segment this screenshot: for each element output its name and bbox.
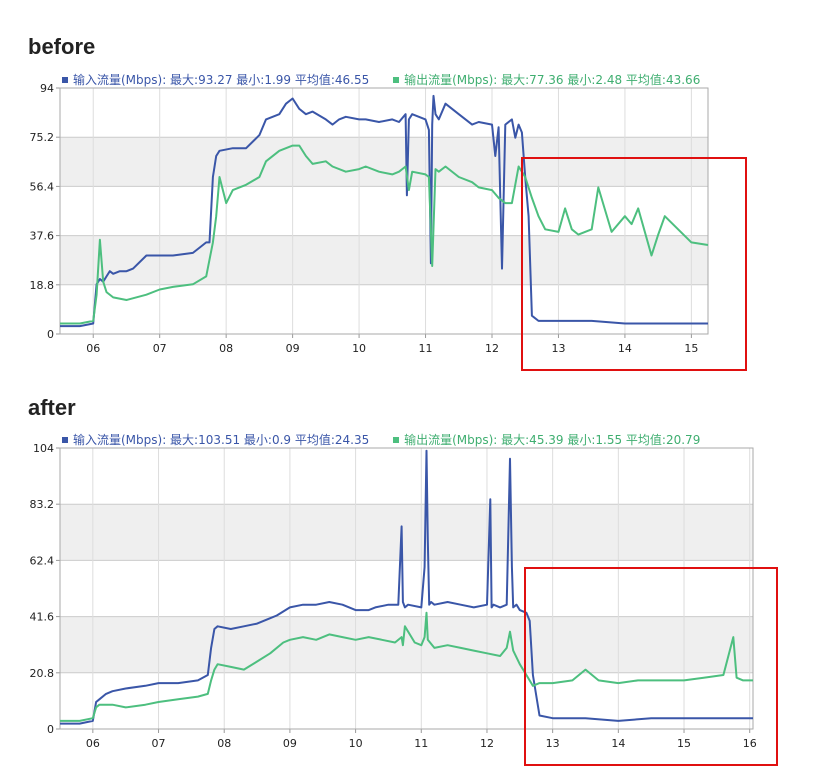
- x-tick-label: 08: [219, 342, 233, 355]
- grid-band: [60, 137, 708, 187]
- x-tick-label: 06: [86, 737, 100, 750]
- legend-swatch-output: [393, 437, 400, 443]
- chart-title-before: before: [28, 34, 96, 59]
- legend-swatch-output: [393, 77, 400, 83]
- x-tick-label: 07: [152, 737, 166, 750]
- y-tick-label: 94: [40, 82, 54, 95]
- x-tick-label: 11: [419, 342, 433, 355]
- series-line-input: [60, 449, 753, 725]
- y-tick-label: 62.4: [30, 554, 55, 567]
- grid-band: [60, 504, 753, 561]
- x-tick-label: 15: [684, 342, 698, 355]
- y-tick-label: 56.4: [30, 180, 55, 193]
- x-tick-label: 08: [217, 737, 231, 750]
- x-tick-label: 09: [286, 342, 300, 355]
- y-tick-label: 20.8: [30, 667, 55, 680]
- series-line-input: [60, 94, 708, 328]
- y-tick-label: 0: [47, 328, 54, 341]
- legend-label-output: 输出流量(Mbps): 最大:45.39 最小:1.55 平均值:20.79: [404, 433, 701, 447]
- y-tick-label: 83.2: [30, 498, 55, 511]
- legend-label-output: 输出流量(Mbps): 最大:77.36 最小:2.48 平均值:43.66: [404, 73, 701, 87]
- y-tick-label: 0: [47, 723, 54, 736]
- x-tick-label: 07: [153, 342, 167, 355]
- y-tick-label: 104: [33, 442, 54, 455]
- legend-before: 输入流量(Mbps): 最大:93.27 最小:1.99 平均值:46.55 输…: [62, 71, 700, 88]
- y-tick-label: 41.6: [30, 611, 55, 624]
- grid-band: [60, 235, 708, 285]
- y-tick-label: 37.6: [30, 230, 55, 243]
- x-tick-label: 13: [551, 342, 565, 355]
- legend-item-input[interactable]: 输入流量(Mbps): 最大:93.27 最小:1.99 平均值:46.55: [62, 73, 373, 87]
- y-tick-label: 18.8: [30, 279, 55, 292]
- x-tick-label: 12: [480, 737, 494, 750]
- legend-after: 输入流量(Mbps): 最大:103.51 最小:0.9 平均值:24.35 输…: [62, 431, 700, 448]
- grid-band: [60, 616, 753, 673]
- legend-swatch-input: [62, 77, 68, 83]
- x-tick-label: 12: [485, 342, 499, 355]
- x-tick-label: 11: [414, 737, 428, 750]
- highlight-box: [521, 157, 747, 371]
- legend-label-input: 输入流量(Mbps): 最大:103.51 最小:0.9 平均值:24.35: [73, 433, 370, 447]
- x-tick-label: 06: [86, 342, 100, 355]
- legend-item-output[interactable]: 输出流量(Mbps): 最大:77.36 最小:2.48 平均值:43.66: [393, 73, 700, 87]
- series-line-output: [60, 144, 709, 325]
- legend-swatch-input: [62, 437, 68, 443]
- chart-title-after: after: [28, 395, 76, 420]
- legend-label-input: 输入流量(Mbps): 最大:93.27 最小:1.99 平均值:46.55: [73, 73, 370, 87]
- plot-frame: [59, 447, 754, 730]
- x-tick-label: 10: [349, 737, 363, 750]
- x-tick-label: 14: [618, 342, 632, 355]
- x-tick-label: 13: [546, 737, 560, 750]
- x-tick-label: 10: [352, 342, 366, 355]
- x-tick-label: 14: [611, 737, 625, 750]
- plot-frame: [59, 87, 709, 335]
- x-tick-label: 16: [743, 737, 757, 750]
- x-tick-label: 09: [283, 737, 297, 750]
- series-line-output: [60, 611, 753, 722]
- legend-item-output[interactable]: 输出流量(Mbps): 最大:45.39 最小:1.55 平均值:20.79: [393, 433, 700, 447]
- y-tick-label: 75.2: [30, 131, 55, 144]
- x-tick-label: 15: [677, 737, 691, 750]
- highlight-box: [524, 567, 778, 766]
- legend-item-input[interactable]: 输入流量(Mbps): 最大:103.51 最小:0.9 平均值:24.35: [62, 433, 373, 447]
